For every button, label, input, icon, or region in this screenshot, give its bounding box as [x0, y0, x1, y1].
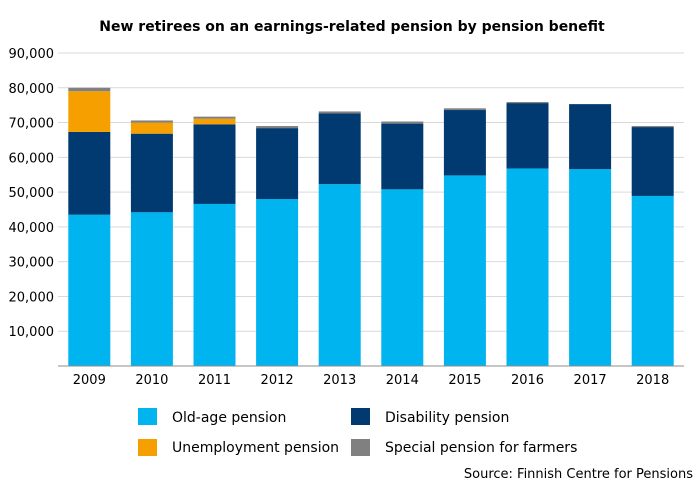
bar-old-age-2009 — [68, 214, 111, 366]
legend-label-disability: Disability pension — [385, 410, 509, 426]
y-tick-label: 70,000 — [9, 117, 55, 132]
bar-old-age-2010 — [130, 212, 173, 366]
x-tick-label: 2017 — [574, 373, 607, 388]
bar-farmers-2013 — [318, 111, 361, 114]
bar-farmers-2014 — [381, 121, 424, 124]
bar-unemployment-2009 — [68, 91, 111, 132]
bar-disability-2017 — [569, 104, 612, 170]
legend: Old-age pension Disability pension Unemp… — [138, 408, 577, 456]
bar-disability-2009 — [68, 131, 111, 215]
source-note: Source: Finnish Centre for Pensions — [464, 467, 693, 482]
legend-label-old-age: Old-age pension — [172, 410, 286, 426]
x-tick-label: 2015 — [448, 373, 481, 388]
y-tick-label: 10,000 — [9, 325, 55, 340]
bar-old-age-2013 — [318, 184, 361, 366]
legend-swatch-farmers — [351, 439, 370, 456]
bar-old-age-2018 — [631, 195, 674, 366]
bar-unemployment-2011 — [193, 118, 236, 125]
y-tick-label: 30,000 — [9, 256, 55, 271]
bar-farmers-2010 — [130, 120, 173, 123]
x-tick-label: 2013 — [323, 373, 356, 388]
bar-farmers-2015 — [443, 108, 486, 111]
legend-label-unemployment: Unemployment pension — [172, 440, 339, 456]
x-tick-label: 2016 — [511, 373, 544, 388]
y-tick-label: 40,000 — [9, 221, 55, 236]
bar-disability-2016 — [506, 103, 549, 169]
bar-farmers-2016 — [506, 102, 549, 104]
legend-label-farmers: Special pension for farmers — [385, 440, 577, 456]
x-tick-label: 2014 — [386, 373, 419, 388]
chart-title: New retirees on an earnings-related pens… — [99, 19, 605, 35]
bar-unemployment-2010 — [130, 122, 173, 134]
y-tick-label: 20,000 — [9, 290, 55, 305]
bar-disability-2013 — [318, 113, 361, 185]
x-axis-ticks: 2009 2010 2011 2012 2013 2014 2015 2016 2017 2018 — [73, 373, 669, 388]
bar-farmers-2012 — [256, 126, 299, 129]
y-tick-label: 80,000 — [9, 82, 55, 97]
y-tick-label: 60,000 — [9, 151, 55, 166]
y-tick-label: 50,000 — [9, 186, 55, 201]
x-tick-label: 2010 — [135, 373, 168, 388]
bars — [68, 87, 674, 366]
x-tick-label: 2011 — [198, 373, 231, 388]
bar-disability-2011 — [193, 124, 236, 204]
legend-swatch-disability — [351, 408, 370, 425]
bar-disability-2014 — [381, 123, 424, 190]
bar-old-age-2017 — [569, 169, 612, 366]
y-tick-label: 90,000 — [9, 47, 55, 62]
bar-farmers-2009 — [68, 87, 111, 92]
bar-farmers-2011 — [193, 116, 236, 119]
bar-old-age-2016 — [506, 168, 549, 366]
bar-old-age-2012 — [256, 199, 299, 366]
bar-farmers-2018 — [631, 126, 674, 128]
legend-swatch-unemployment — [138, 439, 157, 456]
legend-swatch-old-age — [138, 408, 157, 425]
bar-old-age-2015 — [443, 175, 486, 366]
bar-old-age-2011 — [193, 203, 236, 366]
x-tick-label: 2009 — [73, 373, 106, 388]
bar-disability-2018 — [631, 127, 674, 196]
y-axis-ticks: 90,000 80,000 70,000 60,000 50,000 40,000 30,0… — [9, 47, 55, 340]
x-tick-label: 2012 — [261, 373, 294, 388]
bar-disability-2012 — [256, 128, 299, 200]
bar-disability-2015 — [443, 110, 486, 176]
x-tick-label: 2018 — [636, 373, 669, 388]
bar-old-age-2014 — [381, 189, 424, 366]
bar-disability-2010 — [130, 133, 173, 213]
